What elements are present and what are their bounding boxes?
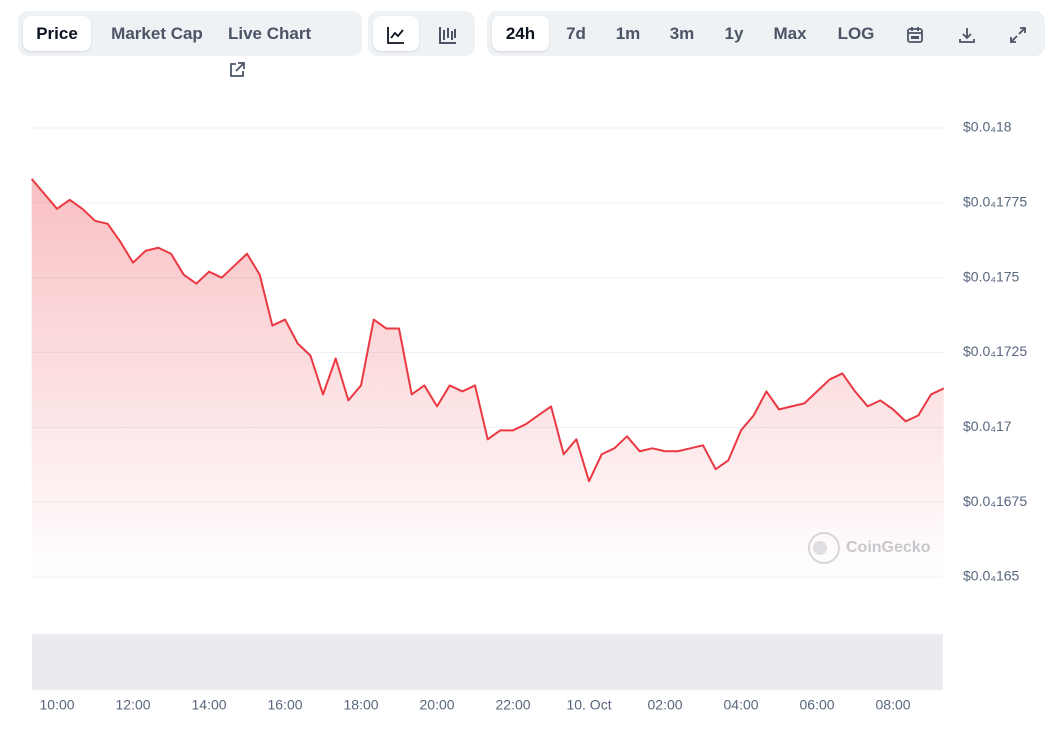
x-tick-label: 18:00 [344, 697, 379, 713]
y-tick-label: $0.0₄1675 [963, 493, 1027, 509]
download-icon [959, 27, 975, 43]
x-tick-label: 04:00 [724, 697, 759, 713]
candle-style[interactable] [425, 16, 471, 51]
range-1m[interactable]: 1m [615, 24, 641, 43]
line-style[interactable] [373, 16, 419, 51]
volume-band [32, 634, 943, 690]
y-tick-label: $0.0₄1775 [963, 194, 1027, 210]
tab-live-chart[interactable]: Live Chart [228, 16, 333, 77]
label: Live Chart [228, 24, 312, 43]
view-tabs: Price Market Cap Live Chart [18, 11, 362, 77]
x-tick-label: 02:00 [648, 697, 683, 713]
expand-icon [1010, 26, 1026, 43]
x-tick-label: 10. Oct [566, 697, 611, 713]
y-tick-label: $0.0₄175 [963, 268, 1020, 284]
price-line [30, 178, 945, 483]
x-tick-label: 12:00 [116, 697, 151, 713]
range-3m[interactable]: 3m [669, 24, 695, 43]
log-toggle[interactable]: LOG [837, 24, 875, 43]
x-tick-label: 08:00 [876, 697, 911, 713]
tab-market-cap[interactable]: Market Cap [111, 24, 203, 43]
candle-icon [439, 26, 456, 44]
range-24h[interactable]: 24h [492, 16, 549, 51]
y-tick-label: $0.0₄1725 [963, 343, 1027, 359]
x-tick-label: 14:00 [192, 697, 227, 713]
external-icon [230, 61, 245, 77]
y-tick-label: $0.0₄17 [963, 418, 1012, 434]
range-tabs: 24h 7d 1m 3m 1y Max LOG [487, 11, 1045, 56]
calendar-icon [907, 26, 923, 43]
watermark-text: CoinGecko [846, 539, 931, 556]
x-tick-label: 20:00 [420, 697, 455, 713]
tab-price[interactable]: Price [23, 16, 91, 51]
fullscreen-button[interactable] [1000, 16, 1036, 51]
x-tick-label: 16:00 [268, 697, 303, 713]
x-tick-label: 10:00 [40, 697, 75, 713]
x-tick-label: 06:00 [800, 697, 835, 713]
x-tick-label: 22:00 [496, 697, 531, 713]
download-button[interactable] [949, 16, 985, 51]
y-tick-label: $0.0₄18 [963, 119, 1012, 135]
range-1y[interactable]: 1y [724, 24, 744, 43]
line-icon [387, 26, 404, 44]
y-tick-label: $0.0₄165 [963, 568, 1020, 584]
calendar-button[interactable] [897, 16, 933, 51]
watermark: CoinGecko [808, 532, 931, 564]
range-max[interactable]: Max [773, 24, 807, 43]
range-7d[interactable]: 7d [566, 24, 586, 43]
price-area [31, 178, 944, 577]
chart-style [368, 11, 475, 56]
